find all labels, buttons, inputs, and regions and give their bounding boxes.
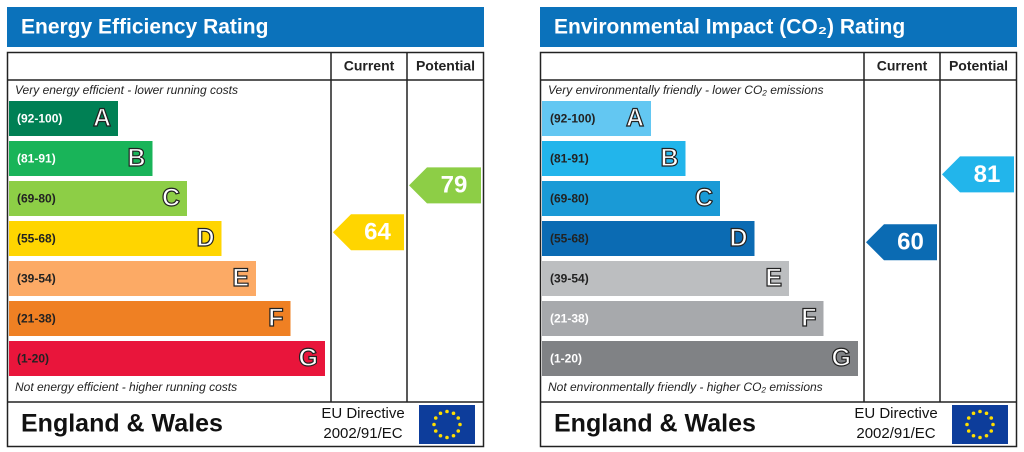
band-letter: A [626, 104, 644, 132]
band-range: (39-54) [550, 272, 589, 286]
band-range: (69-80) [550, 192, 589, 206]
eu-star [971, 411, 976, 416]
band-letter: E [232, 264, 249, 292]
title-bar [7, 7, 484, 47]
band [9, 181, 187, 216]
band [542, 141, 686, 176]
top-note: Very energy efficient - lower running co… [15, 83, 238, 97]
band-range: (39-54) [17, 272, 56, 286]
title: Environmental Impact (CO₂) Rating [554, 16, 905, 39]
directive-code: 2002/91/EC [323, 425, 402, 442]
band-letter: F [268, 304, 283, 332]
column-header: Current [877, 58, 928, 74]
title: Energy Efficiency Rating [21, 16, 268, 39]
frame [6, 51, 485, 448]
band [9, 261, 256, 296]
eu-star [989, 429, 994, 433]
top-note: Very environmentally friendly - lower CO… [548, 83, 824, 97]
band [9, 101, 118, 136]
band [542, 181, 720, 216]
band [542, 221, 755, 256]
band-letter: C [162, 184, 180, 212]
rating-value: 64 [364, 219, 391, 246]
band-letter: G [832, 344, 851, 372]
band-letter: D [729, 224, 747, 252]
band-range: (21-38) [550, 312, 589, 326]
band-range: (55-68) [17, 232, 56, 246]
band [542, 261, 789, 296]
band-letter: C [695, 184, 713, 212]
bottom-note: Not energy efficient - higher running co… [15, 380, 237, 394]
band [542, 301, 824, 336]
eu-star [984, 433, 989, 438]
eu-star [433, 429, 438, 433]
eu-star [456, 429, 461, 433]
band-letter: B [660, 144, 678, 172]
band-letter: B [127, 144, 145, 172]
eu-star [438, 433, 443, 438]
region: England & Wales [554, 410, 756, 438]
band-letter: G [299, 344, 318, 372]
eu-star [971, 433, 976, 438]
band [542, 341, 858, 376]
band [9, 221, 222, 256]
band-range: (69-80) [17, 192, 56, 206]
band-range: (81-91) [17, 152, 56, 166]
eu-star [432, 422, 436, 427]
eu-star [966, 416, 971, 420]
region: England & Wales [21, 410, 223, 438]
band-range: (1-20) [17, 352, 49, 366]
eu-star [451, 433, 456, 438]
eu-star [433, 416, 438, 420]
eu-star [456, 416, 461, 420]
eu-star [984, 411, 989, 416]
eu-star [965, 422, 969, 427]
band [542, 101, 651, 136]
band-letter: F [801, 304, 816, 332]
column-header: Potential [416, 58, 475, 74]
directive-code: 2002/91/EC [856, 425, 935, 442]
bottom-note: Not environmentally friendly - higher CO… [548, 380, 823, 394]
band-range: (21-38) [17, 312, 56, 326]
band-letter: E [765, 264, 782, 292]
band-range: (92-100) [17, 112, 62, 126]
eu-star [978, 435, 982, 440]
rating-arrow [333, 214, 404, 251]
eu-star [978, 409, 982, 414]
band [9, 141, 153, 176]
band [9, 341, 325, 376]
band-range: (55-68) [550, 232, 589, 246]
eu-star [991, 422, 995, 427]
eu-star [989, 416, 994, 420]
directive: EU Directive [321, 405, 404, 422]
band-letter: D [196, 224, 214, 252]
rating-value: 79 [441, 172, 468, 199]
rating-arrow [942, 156, 1014, 193]
rating-value: 60 [897, 229, 924, 256]
band-letter: A [93, 104, 111, 132]
eu-star [458, 422, 462, 427]
band-range: (92-100) [550, 112, 595, 126]
directive: EU Directive [854, 405, 937, 422]
title-bar [540, 7, 1017, 47]
rating-value: 81 [974, 161, 1001, 188]
band-range: (81-91) [550, 152, 589, 166]
band-range: (1-20) [550, 352, 582, 366]
eu-star [966, 429, 971, 433]
column-header: Current [344, 58, 395, 74]
column-header: Potential [949, 58, 1008, 74]
frame [539, 51, 1018, 448]
band [9, 301, 291, 336]
eu-star [445, 435, 449, 440]
eu-star [445, 409, 449, 414]
eu-star [451, 411, 456, 416]
rating-arrow [866, 224, 937, 261]
rating-arrow [409, 167, 481, 204]
eu-star [438, 411, 443, 416]
